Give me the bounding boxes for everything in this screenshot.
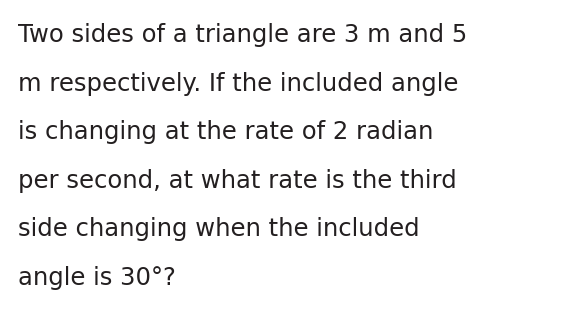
Text: Two sides of a triangle are 3 m and 5: Two sides of a triangle are 3 m and 5	[18, 23, 467, 47]
Text: per second, at what rate is the third: per second, at what rate is the third	[18, 169, 457, 193]
Text: m respectively. If the included angle: m respectively. If the included angle	[18, 72, 458, 95]
Text: angle is 30°?: angle is 30°?	[18, 266, 176, 290]
Text: is changing at the rate of 2 radian: is changing at the rate of 2 radian	[18, 120, 433, 144]
Text: side changing when the included: side changing when the included	[18, 217, 420, 241]
